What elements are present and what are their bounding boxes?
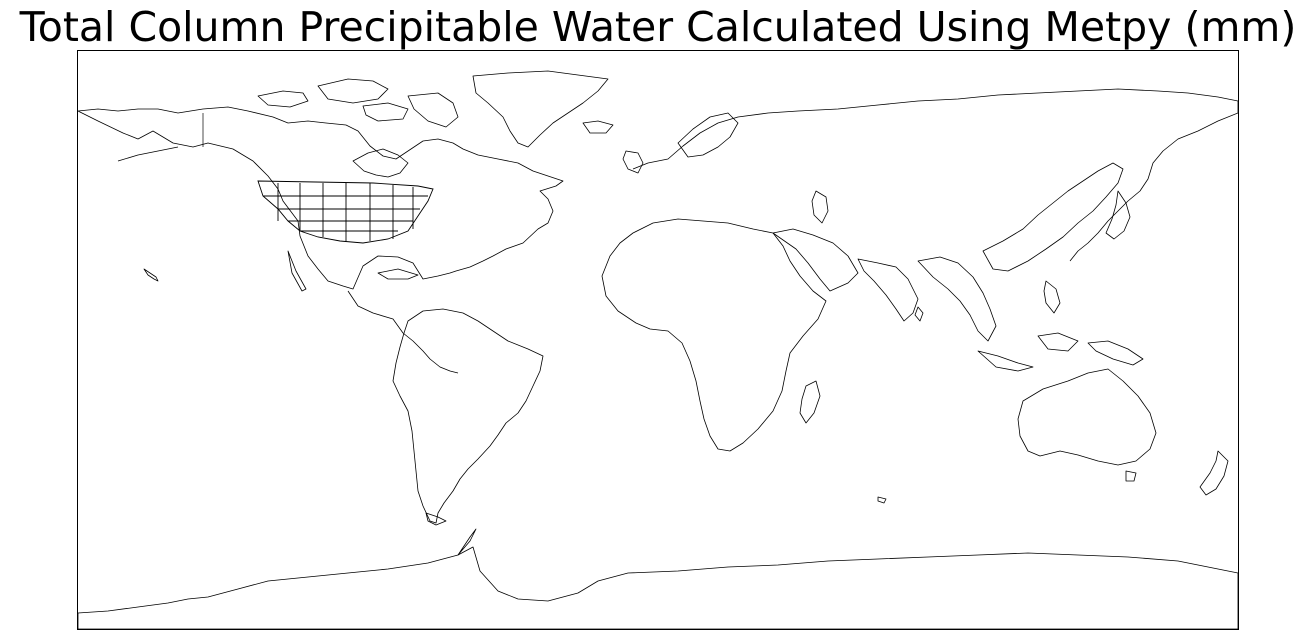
coastline-tasmania <box>1126 471 1136 481</box>
coastlines <box>78 71 1238 629</box>
coastline-baffin <box>408 93 458 127</box>
coastline-central-america <box>348 291 458 373</box>
coastline-arctic-archipelago-1 <box>258 91 308 107</box>
world-map <box>78 51 1238 629</box>
coastline-new-zealand <box>1200 451 1228 495</box>
coastline-antarctic-peninsula <box>458 529 476 555</box>
coastline-arctic-archipelago-3 <box>363 103 408 121</box>
map-frame <box>77 50 1239 630</box>
coastline-antarctic-island <box>878 497 886 503</box>
coastline-japan <box>1106 191 1130 239</box>
coastline-sri-lanka <box>915 307 923 321</box>
coastline-hawaii <box>144 269 158 281</box>
coastline-india <box>858 259 918 321</box>
coastline-antarctica <box>78 547 1238 629</box>
coastline-cuba <box>378 269 418 279</box>
coastline-uk <box>623 151 643 173</box>
us-state-borders <box>258 181 433 243</box>
coastline-new-guinea <box>1088 341 1143 365</box>
coastline-baja <box>288 251 306 291</box>
coastline-iceland <box>583 121 613 133</box>
coastline-arctic-archipelago-2 <box>318 79 388 103</box>
coastline-indonesia-2 <box>1038 333 1078 351</box>
coastline-philippines <box>1044 281 1060 313</box>
coastline-australia <box>1018 369 1156 465</box>
coastline-europe <box>633 89 1238 261</box>
coastline-middle-east <box>773 229 858 291</box>
us-state-outline <box>258 181 433 243</box>
us-state-grid-1 <box>278 183 413 241</box>
coastline-africa <box>602 219 826 451</box>
us-state-grid-2 <box>263 196 428 231</box>
coastline-indonesia-1 <box>978 351 1033 371</box>
map-title: Total Column Precipitable Water Calculat… <box>0 2 1316 52</box>
coastline-south-america <box>393 309 543 523</box>
coastline-east-asia <box>983 163 1123 271</box>
coastline-aleutians <box>118 147 178 161</box>
coastline-greenland <box>473 71 608 147</box>
coastline-madagascar <box>800 381 820 423</box>
coastline-southeast-asia <box>918 257 996 341</box>
coastline-north-america <box>78 107 563 289</box>
coastline-caspian <box>812 191 828 223</box>
coastline-hudson-bay <box>353 149 408 177</box>
